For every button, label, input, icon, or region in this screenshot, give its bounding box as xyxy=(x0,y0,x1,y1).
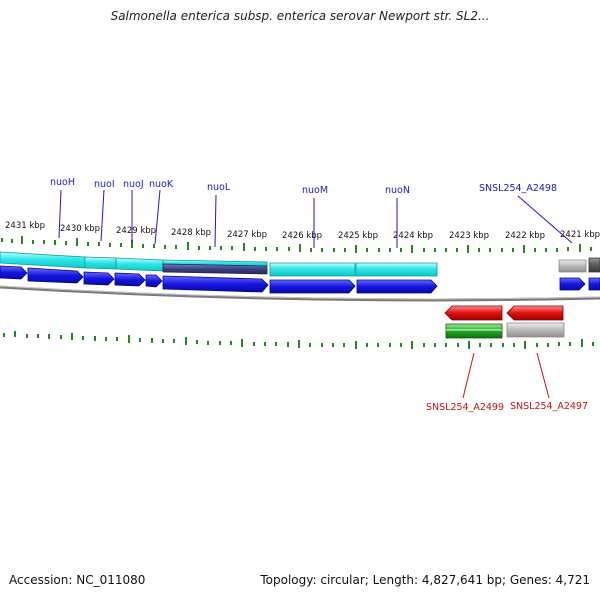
cyan-segment xyxy=(84,256,117,270)
bottom-leader-lines xyxy=(462,352,550,399)
cds-arrow xyxy=(559,277,586,291)
cds-arrow xyxy=(145,274,163,288)
kbp-label: 2426 kbp xyxy=(282,231,322,241)
cyan-segment xyxy=(0,251,86,269)
cyan-segment xyxy=(115,257,164,272)
kbp-label: 2431 kbp xyxy=(5,221,45,231)
gene-label-nuoK: nuoK xyxy=(149,179,174,190)
gene-label-nuoJ: nuoJ xyxy=(123,179,144,190)
top-leader-lines xyxy=(58,189,573,248)
cds-arrow xyxy=(269,279,356,294)
grey-segment xyxy=(558,259,587,273)
red-arrow-A2499 xyxy=(444,305,503,321)
cds-arrow xyxy=(83,271,115,286)
gene-label-SNSL254_A2499: SNSL254_A2499 xyxy=(426,402,504,413)
kbp-labels: 2431 kbp 2430 kbp 2429 kbp 2428 kbp 2427… xyxy=(5,221,600,241)
reverse-feature-track xyxy=(444,305,565,339)
red-arrow-A2497 xyxy=(506,305,564,321)
cds-arrow xyxy=(0,265,28,280)
lower-tick-ruler xyxy=(3,331,594,349)
kbp-label: 2429 kbp xyxy=(116,226,156,236)
gene-label-nuoI: nuoI xyxy=(94,179,115,190)
gene-label-nuoM: nuoM xyxy=(302,185,328,196)
kbp-label: 2428 kbp xyxy=(171,228,211,238)
cyan-segment xyxy=(269,262,356,277)
genome-backbone xyxy=(0,285,600,302)
gene-label-nuoN: nuoN xyxy=(385,185,410,196)
slate-segment xyxy=(162,263,268,275)
kbp-label: 2425 kbp xyxy=(338,231,378,241)
cds-arrow xyxy=(27,267,84,284)
cds-arrow xyxy=(162,275,269,293)
genome-backbone-highlight xyxy=(0,285,600,300)
top-gene-labels: nuoH nuoI nuoJ nuoK nuoL nuoM nuoN SNSL2… xyxy=(50,177,557,196)
green-bar xyxy=(445,323,503,339)
map-title: Salmonella enterica subsp. enterica sero… xyxy=(110,9,490,23)
gene-label-nuoH: nuoH xyxy=(50,177,75,188)
kbp-label: 2430 kbp xyxy=(60,224,100,234)
genome-summary-text: Topology: circular; Length: 4,827,641 bp… xyxy=(260,573,590,587)
cds-arrow xyxy=(356,279,438,294)
cds-arrow xyxy=(114,272,146,287)
cyan-segment xyxy=(355,262,438,277)
kbp-label: 2422 kbp xyxy=(505,231,545,241)
kbp-label: 2421 kbp xyxy=(560,230,600,240)
kbp-label: 2427 kbp xyxy=(227,230,267,240)
kbp-label: 2424 kbp xyxy=(393,231,433,241)
gene-label-SNSL254_A2497: SNSL254_A2497 xyxy=(510,401,588,412)
gene-label-SNSL254_A2498: SNSL254_A2498 xyxy=(479,183,557,194)
kbp-label: 2423 kbp xyxy=(449,231,489,241)
dark-segment xyxy=(588,257,600,273)
cds-arrow-track xyxy=(0,265,600,294)
bottom-gene-labels: SNSL254_A2499 SNSL254_A2497 xyxy=(426,401,588,413)
accession-text: Accession: NC_011080 xyxy=(9,573,146,587)
gene-label-nuoL: nuoL xyxy=(207,182,231,193)
cds-arrow xyxy=(588,277,600,291)
grey-bar xyxy=(506,322,565,338)
upper-feature-track xyxy=(0,251,600,277)
